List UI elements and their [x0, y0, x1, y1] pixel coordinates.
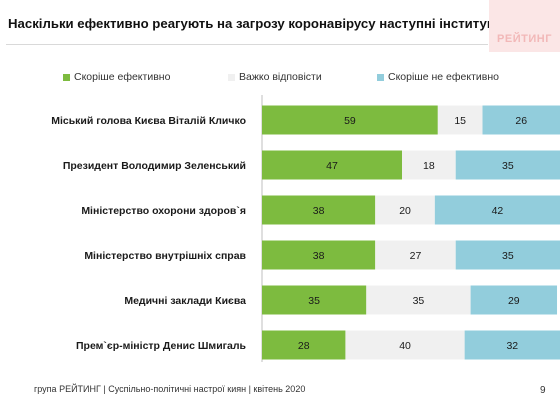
data-label-hard: 35: [413, 295, 425, 307]
data-label-ineffective: 29: [508, 295, 520, 307]
legend-label-hard: Важко відповісти: [239, 71, 322, 83]
data-label-ineffective: 42: [492, 205, 504, 217]
bar-hard: [375, 195, 435, 225]
data-label-hard: 15: [454, 115, 466, 127]
chart-legend: Скоріше ефективно Важко відповісти Скорі…: [0, 71, 560, 87]
slide-title: Наскільки ефективно реагують на загрозу …: [8, 16, 516, 31]
bar-hard: [345, 330, 465, 360]
legend-item-ineffective: Скоріше не ефективно: [377, 71, 499, 83]
category-label: Президент Володимир Зеленський: [63, 160, 246, 172]
data-label-hard: 40: [399, 340, 411, 352]
data-label-effective: 38: [313, 205, 325, 217]
legend-item-hard: Важко відповісти: [228, 71, 322, 83]
legend-swatch-hard: [228, 73, 235, 81]
data-label-effective: 59: [344, 115, 356, 127]
category-label: Міністерство охорони здоров`я: [81, 205, 246, 217]
bar-effective: [262, 150, 403, 180]
category-label: Прем`єр-міністр Денис Шмигаль: [76, 340, 247, 352]
bar-effective: [262, 240, 376, 270]
bar-hard: [437, 105, 483, 135]
category-label: Міський голова Києва Віталій Кличко: [51, 115, 246, 127]
data-label-effective: 38: [313, 250, 325, 262]
bar-hard: [402, 150, 456, 180]
bar-ineffective: [482, 105, 560, 135]
footer-source: група РЕЙТИНГ | Суспільно-політичні наст…: [34, 384, 306, 394]
data-label-ineffective: 35: [502, 250, 514, 262]
legend-item-effective: Скоріше ефективно: [63, 71, 170, 83]
logo-text: РЕЙТИНГ: [497, 33, 552, 45]
legend-label-ineffective: Скоріше не ефективно: [388, 71, 499, 83]
bar-ineffective: [464, 330, 560, 360]
bar-ineffective: [455, 150, 560, 180]
legend-swatch-ineffective: [377, 73, 384, 81]
bar-hard: [366, 285, 471, 315]
data-label-effective: 35: [308, 295, 320, 307]
bar-hard: [375, 240, 456, 270]
data-label-hard: 18: [423, 160, 435, 172]
title-divider: [6, 44, 488, 45]
stacked-bar-chart: Міський голова Києва Віталій Кличко 59 15 2…: [51, 95, 560, 362]
rating-logo: РЕЙТИНГ: [489, 0, 560, 52]
page-number: 9: [540, 385, 546, 396]
data-label-hard: 27: [410, 250, 422, 262]
data-label-effective: 28: [298, 340, 310, 352]
bar-ineffective: [434, 195, 560, 225]
data-label-ineffective: 35: [502, 160, 514, 172]
bar-effective: [262, 195, 376, 225]
data-label-ineffective: 26: [515, 115, 527, 127]
data-label-hard: 20: [399, 205, 411, 217]
category-label: Медичні заклади Києва: [124, 295, 246, 307]
bar-effective: [262, 330, 346, 360]
data-label-ineffective: 32: [506, 340, 518, 352]
legend-swatch-effective: [63, 73, 70, 81]
bar-effective: [262, 105, 438, 135]
bar-effective: [262, 285, 367, 315]
bar-ineffective: [470, 285, 558, 315]
legend-label-effective: Скоріше ефективно: [74, 71, 171, 83]
category-label: Міністерство внутрішніх справ: [84, 250, 246, 262]
data-label-effective: 47: [326, 160, 338, 172]
bar-ineffective: [455, 240, 560, 270]
